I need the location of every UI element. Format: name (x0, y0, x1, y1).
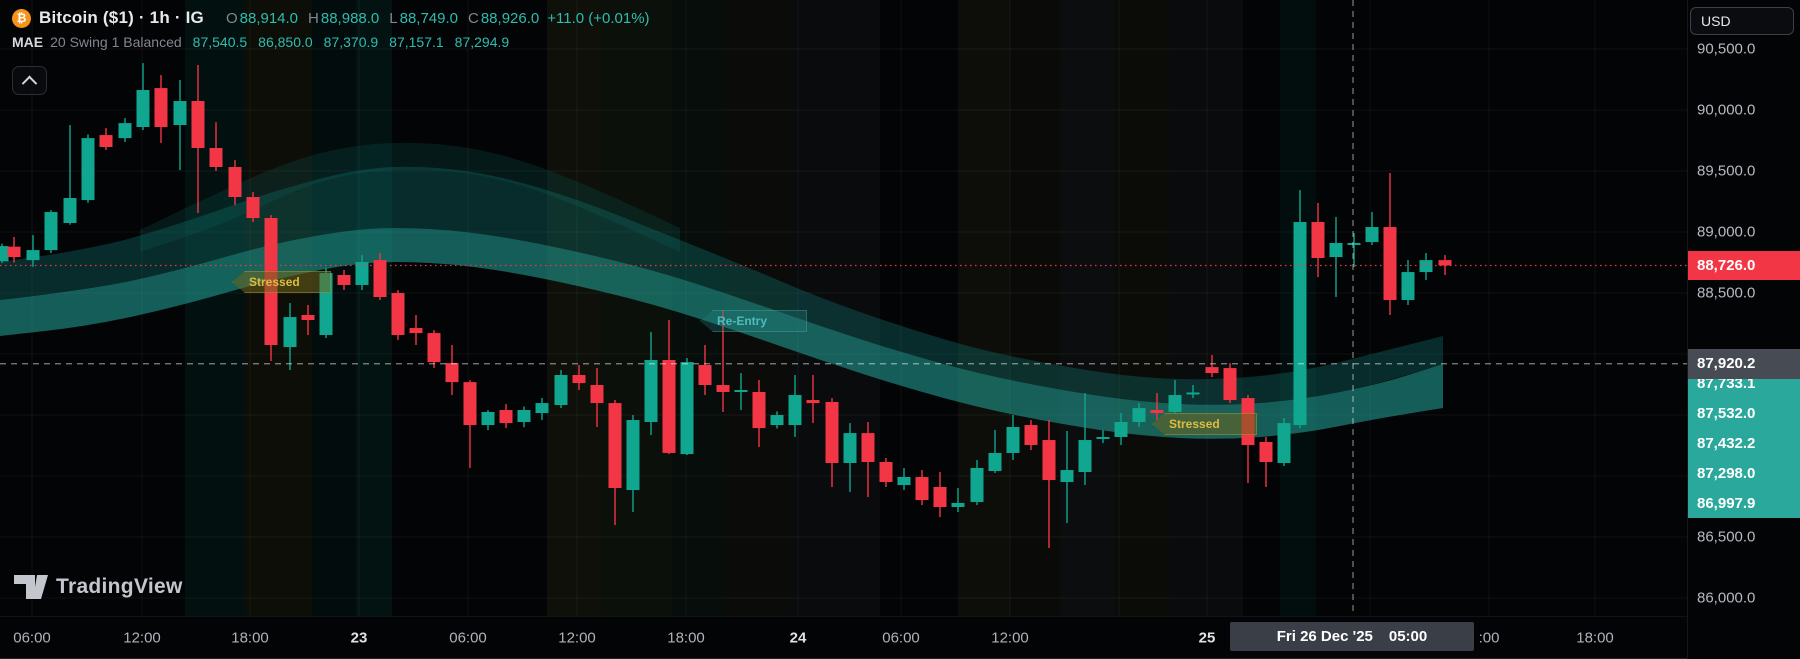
indicator-params: 20 Swing 1 Balanced (50, 34, 182, 50)
time-tick-label: 24 (789, 629, 807, 646)
open-label: O (225, 9, 238, 27)
currency-button[interactable]: USD (1690, 7, 1794, 35)
band-price-label: 87,432.2 (1697, 434, 1756, 452)
tradingview-logo[interactable]: TradingView (14, 575, 183, 599)
re-entry-tag: Re-Entry (700, 310, 807, 332)
price-axis[interactable]: USD 87,733.1 87,532.0 87,432.2 87,298.0 … (1687, 0, 1800, 659)
tag-label: Re-Entry (717, 314, 768, 328)
indicator-value: 87,294.9 (454, 34, 510, 50)
indicator-value: 87,370.9 (323, 34, 379, 50)
bitcoin-icon: ₿ (12, 8, 31, 28)
chevron-up-icon (21, 75, 38, 92)
indicator-value: 86,850.0 (258, 34, 313, 50)
low-value: 88,749.0 (399, 9, 458, 27)
symbol-title[interactable]: Bitcoin ($1) · 1h · IG (39, 8, 204, 27)
time-tick-label: 06:00 (449, 629, 487, 646)
band-price-label: 87,532.0 (1697, 404, 1756, 422)
plot-area[interactable] (0, 0, 1688, 618)
tradingview-logo-icon (14, 575, 48, 599)
price-tick-label: 86,500.0 (1697, 528, 1756, 546)
price-tick-label: 88,500.0 (1697, 284, 1756, 302)
time-tick-label: 18:00 (667, 629, 705, 646)
band-price-label: 87,298.0 (1697, 464, 1756, 482)
ohlc-values: O 88,914.0 H 88,988.0 L 88,749.0 C 88,926.0 (226, 10, 539, 27)
band-price-label: 86,997.9 (1697, 494, 1756, 512)
symbol-header: ₿ Bitcoin ($1) · 1h · IG O 88,914.0 H 88,9… (12, 8, 650, 28)
open-value: 88,914.0 (239, 9, 299, 27)
low-label: L (389, 9, 398, 27)
indicator-value: 87,540.5 (192, 34, 248, 50)
stressed-tag: Stressed (1152, 413, 1257, 435)
time-tick-label: 23 (350, 629, 368, 646)
tag-label: Stressed (249, 275, 300, 289)
high-value: 88,988.0 (320, 9, 380, 27)
close-value: 88,926.0 (480, 9, 540, 27)
price-tick-label: 90,000.0 (1697, 101, 1756, 119)
indicator-value: 87,157.1 (389, 34, 444, 50)
crosshair-date: Fri 26 Dec '25 (1276, 628, 1373, 645)
collapse-legend-button[interactable] (12, 66, 47, 95)
price-change: +11.0 (+0.01%) (547, 9, 650, 27)
time-tick-label: 12:00 (123, 629, 161, 646)
time-tick-label: 06:00 (13, 629, 51, 646)
time-tick-label: 18:00 (1576, 629, 1614, 646)
crosshair-price-value: 87,920.2 (1697, 355, 1756, 373)
tradingview-logo-text: TradingView (56, 575, 183, 598)
time-tick-label: 18:00 (231, 629, 269, 646)
price-tick-label: 90,500.0 (1697, 40, 1756, 58)
last-price-value: 88,726.0 (1697, 256, 1756, 274)
price-tick-label: 89,500.0 (1697, 162, 1756, 180)
indicator-name: MAE (12, 34, 44, 50)
price-tick-label: 89,000.0 (1697, 223, 1756, 241)
time-tick-label: 12:00 (558, 629, 596, 646)
last-price-label: 88,726.0 (1688, 250, 1800, 280)
time-tick-label: 12:00 (991, 629, 1029, 646)
high-label: H (308, 9, 319, 27)
time-tick-label: 06:00 (882, 629, 920, 646)
stressed-tag: Stressed (232, 271, 331, 293)
close-label: C (468, 9, 479, 27)
crosshair-time: 05:00 (1388, 628, 1428, 645)
time-tick-label: :00 (1478, 629, 1500, 646)
time-axis[interactable]: Fri 26 Dec '25 05:00 06:00 12:00 18:00 23 06… (0, 616, 1800, 659)
indicator-legend[interactable]: MAE 20 Swing 1 Balanced 87,540.5 86,850.… (12, 34, 509, 50)
price-tick-label: 86,000.0 (1697, 589, 1756, 607)
crosshair-time-label: Fri 26 Dec '25 05:00 (1230, 622, 1474, 651)
crosshair-price-label: 87,920.2 (1688, 348, 1800, 379)
tag-label: Stressed (1169, 417, 1220, 431)
indicator-price-labels: 87,733.1 87,532.0 87,432.2 87,298.0 86,9… (1688, 368, 1800, 518)
time-tick-label: 25 (1198, 629, 1216, 646)
